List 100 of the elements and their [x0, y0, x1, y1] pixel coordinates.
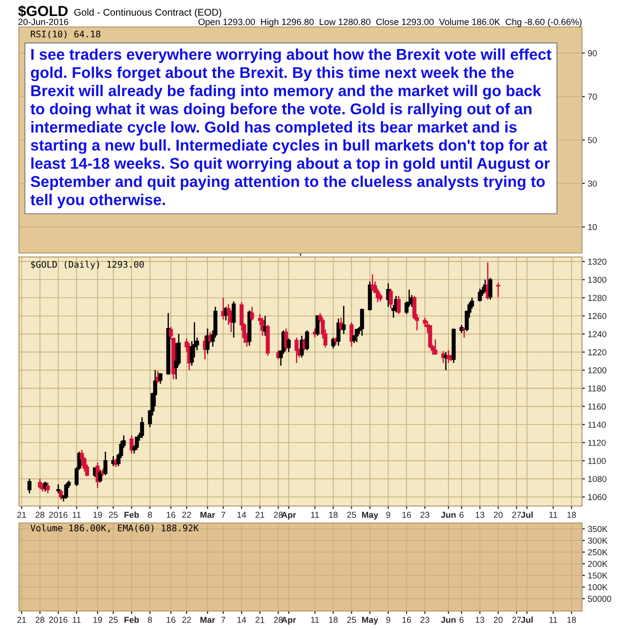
y-tick-label: 1180: [588, 385, 606, 392]
candlestick: [286, 338, 291, 353]
y-tick-label: 90: [588, 50, 597, 56]
y-tick-label: 1060: [588, 494, 606, 500]
x-tick-label: 28: [36, 616, 44, 623]
x-tick-label: Mar: [200, 616, 216, 623]
x-tick-label: 13: [476, 616, 484, 623]
x-tick-label: 28: [36, 512, 44, 518]
x-tick-label: 2016: [49, 512, 68, 518]
chart-title: $GOLD: [18, 5, 68, 18]
candlestick: [388, 288, 393, 310]
x-tick-label: 21: [17, 512, 26, 518]
y-tick-label: 10: [588, 224, 597, 230]
x-tick-label: 8: [148, 616, 152, 623]
x-tick-label: 6: [460, 616, 464, 623]
x-tick-label: 22: [182, 512, 191, 518]
chart-subtitle: Gold - Continuous Contract (EOD): [74, 8, 222, 18]
candlestick: [58, 489, 63, 500]
x-tick-label: Apr: [282, 616, 296, 625]
candlestick: [56, 484, 60, 494]
candlestick: [496, 282, 500, 298]
x-tick-label: 11: [72, 512, 81, 518]
x-tick-label: Jun: [440, 616, 456, 623]
y-tick-label: 30: [588, 180, 597, 187]
candlestick: [250, 306, 254, 322]
text: 20-Jun-2016: [18, 18, 68, 26]
x-tick-label: 25: [108, 616, 118, 623]
x-tick-label: 16: [402, 616, 411, 623]
y-tick-label: 1240: [588, 331, 606, 338]
text: I see traders everywhere worrying about how the Brexit vote will effect gold. Folks forget about the Brexit. By this time next week the the Brexit will already be fading into memory and the market will go back to doing what it was doing before the vote. Gold is rallying out of an intermediate cycle low. Gold has completed its bear market and is starting a new bull. Intermediate cycles in bull markets don't top for at least 14-18 weeks. So quit worrying about a top in gold until August or September and quit paying attention to the clueless analysts trying to tell you otherwise.: [30, 48, 552, 208]
x-tick-label: 20: [494, 512, 503, 518]
x-tick-label: 16: [402, 512, 411, 518]
x-tick-label: 23: [420, 512, 430, 518]
y-tick-label: 1220: [588, 349, 606, 356]
y-tick-label: 300K: [588, 538, 608, 544]
y-tick-label: 1260: [588, 312, 606, 320]
y-tick-label: 350K: [588, 526, 608, 532]
candlestick: [140, 416, 144, 439]
x-tick-label: 18: [567, 616, 576, 623]
x-tick-label: 27: [512, 616, 521, 623]
x-tick-label: 19: [93, 512, 102, 518]
x-tick-label: Feb: [124, 512, 139, 518]
x-tick-label: 11: [72, 616, 81, 623]
x-tick-label: Feb: [124, 616, 139, 623]
x-tick-label: 11: [311, 616, 319, 623]
x-tick-label: 18: [329, 616, 338, 623]
x-tick-label: 14: [237, 616, 246, 623]
x-tick-label: 11: [549, 512, 558, 518]
x-tick-label: Jul: [520, 512, 533, 518]
chart-title: Volume 186.00K, EMA(60) 188.92K: [30, 524, 199, 532]
x-tick-label: 7: [221, 512, 226, 518]
candlestick: [478, 288, 482, 302]
x-tick-label: 11: [549, 616, 558, 623]
y-tick-label: 70: [588, 94, 597, 100]
x-tick-label: 16: [166, 616, 176, 623]
candlestick: [38, 478, 42, 490]
candlestick: [232, 300, 236, 338]
y-tick-label: 1120: [588, 440, 606, 446]
candlestick: [64, 482, 68, 500]
x-tick-label: 20: [494, 616, 503, 623]
candlestick: [27, 478, 32, 494]
y-tick-label: 150K: [588, 572, 608, 579]
candlestick: [360, 308, 364, 336]
x-tick-label: 21: [256, 616, 264, 623]
y-tick-label: 1200: [588, 367, 606, 374]
candlestick: [396, 295, 401, 315]
y-tick-label: 200K: [588, 560, 608, 567]
x-tick-label: 16: [166, 512, 176, 518]
x-tick-label: 28: [274, 512, 283, 518]
x-tick-label: 25: [347, 616, 356, 623]
y-tick-label: 1140: [588, 422, 606, 428]
x-tick-label: 6: [460, 512, 464, 518]
x-tick-label: 23: [420, 616, 430, 623]
y-tick-label: 1160: [588, 404, 606, 410]
y-tick-label: 50: [588, 137, 597, 144]
x-tick-label: 13: [476, 512, 484, 518]
text: Open 1293.00 High 1296.80 Low 1280.80 Close 1293.00 Volume 186.0K Chg -8.60 (-0.66%): [198, 18, 582, 27]
candlestick: [134, 436, 139, 450]
x-tick-label: 2016: [49, 616, 68, 623]
x-tick-label: 11: [311, 512, 319, 518]
x-tick-label: 14: [237, 512, 246, 518]
y-tick-label: 1280: [588, 294, 606, 301]
y-tick-label: 1300: [588, 276, 606, 283]
y-tick-label: 1320: [588, 258, 606, 265]
y-tick-label: 50000: [588, 596, 612, 602]
y-tick-label: 1100: [588, 458, 606, 464]
x-tick-label: 21: [17, 616, 26, 623]
x-tick-label: 18: [329, 512, 338, 518]
x-tick-label: 27: [512, 512, 521, 518]
x-tick-label: Apr: [282, 512, 296, 520]
x-tick-label: May: [362, 616, 378, 625]
x-tick-label: 25: [108, 512, 118, 518]
y-tick-label: 100K: [588, 584, 608, 590]
candlestick: [158, 373, 162, 384]
x-tick-label: May: [362, 512, 378, 520]
x-tick-label: 28: [274, 616, 283, 623]
chart-title: $GOLD (Daily) 1293.00: [31, 260, 144, 270]
x-tick-label: Jun: [440, 512, 456, 518]
x-tick-label: 9: [386, 512, 390, 518]
y-tick-label: 250K: [588, 549, 608, 556]
